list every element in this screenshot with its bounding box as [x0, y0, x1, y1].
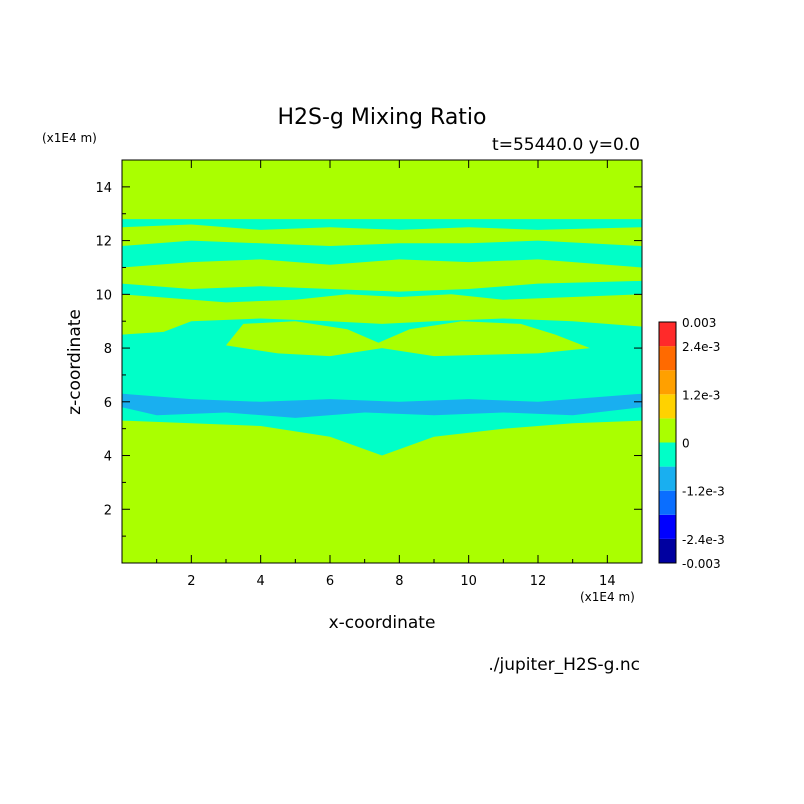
contour-region-0: [122, 219, 642, 456]
x-tick-label: 12: [530, 574, 547, 589]
x-axis-label: x-coordinate: [329, 613, 436, 633]
y-tick-label: 4: [104, 450, 112, 465]
x-tick-label: 4: [257, 574, 265, 589]
y-tick-label: 10: [95, 288, 112, 303]
y-tick-label: 2: [104, 503, 112, 518]
colorbar-swatch: [659, 490, 676, 515]
source-file-label: ./jupiter_H2S-g.nc: [488, 655, 640, 675]
x-tick-label: 2: [187, 574, 195, 589]
plot-frame: [121, 159, 643, 564]
x-tick-label: 8: [395, 574, 403, 589]
colorbar-swatch: [659, 466, 676, 491]
x-tick-label: 14: [599, 574, 616, 589]
chart-title: H2S-g Mixing Ratio: [277, 105, 486, 130]
colorbar-label: -0.003: [682, 557, 721, 571]
colorbar-label: 0.003: [682, 316, 716, 330]
colorbar-swatch: [659, 418, 676, 443]
colorbar-swatch: [659, 394, 676, 419]
x-axis: 2 4 6 8 10 12 14: [156, 160, 616, 589]
y-tick-label: 8: [104, 342, 112, 357]
colorbar-label: 1.2e-3: [682, 388, 720, 402]
contour-region-5: [122, 393, 642, 418]
contour-region-1: [122, 224, 642, 246]
colorbar-swatch: [659, 514, 676, 539]
colorbar-label: -1.2e-3: [682, 485, 725, 499]
colorbar-label: 0: [682, 437, 690, 451]
y-tick-label: 14: [95, 181, 112, 196]
colorbar-label: -2.4e-3: [682, 533, 725, 547]
colorbar-label: 2.4e-3: [682, 340, 720, 354]
y-axis: 2 4 6 8 10 12 14: [95, 181, 642, 537]
y-tick-label: 6: [104, 396, 112, 411]
colorbar-swatch: [659, 370, 676, 395]
x-tick-label: 6: [326, 574, 334, 589]
y-axis-unit: (x1E4 m): [42, 131, 97, 145]
colorbar-swatch: [659, 442, 676, 467]
contour-region-2: [122, 259, 642, 292]
colorbar-swatch: [659, 538, 676, 563]
colorbar: -0.003 -2.4e-3 -1.2e-3 0 1.2e-3 2.4e-3 0.003: [658, 316, 725, 571]
x-axis-unit: (x1E4 m): [580, 590, 635, 604]
chart-subtitle: t=55440.0 y=0.0: [492, 135, 640, 155]
colorbar-frame: [658, 321, 677, 564]
x-tick-label: 10: [460, 574, 477, 589]
y-tick-label: 12: [95, 235, 112, 250]
y-axis-label: z-coordinate: [65, 309, 85, 415]
contour-region-4: [226, 321, 590, 357]
colorbar-swatch: [659, 322, 676, 347]
colorbar-swatch: [659, 346, 676, 371]
plot-area: [122, 160, 642, 563]
contour-region-3: [122, 294, 642, 335]
